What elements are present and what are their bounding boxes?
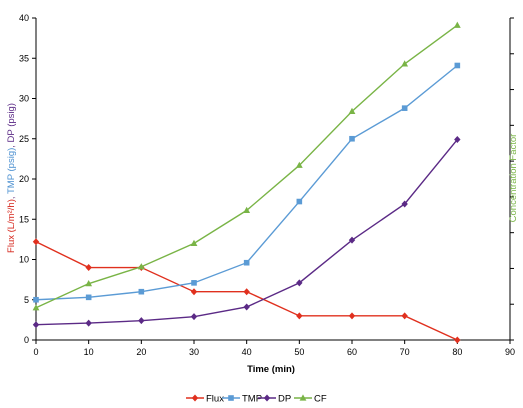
data-point-dp [401,200,408,208]
y-axis-title-part: Flux (L/m²/h) [6,199,17,253]
y-tick-label: 15 [19,214,29,224]
data-point-flux [32,238,40,246]
legend-item-flux: Flux [186,394,224,405]
series-dp-line [35,139,458,326]
x-tick-label: 30 [189,347,199,357]
data-point-flux [454,336,461,344]
series-flux [32,238,461,344]
data-point-tmp [296,198,303,205]
legend-item-tmp: TMP [222,394,262,405]
series-tmp [33,62,461,303]
axes: 0 5 10 15 20 25 30 35 40 0 10 20 30 40 50 60 70 80 90 [19,13,515,357]
data-point-dp [454,136,461,144]
x-tick-label: 0 [33,347,38,357]
data-point-flux [348,312,356,320]
legend-label: TMP [242,394,262,405]
y-tick-label: 40 [19,13,29,23]
data-point-flux [296,312,303,320]
legend-marker [228,395,234,401]
y-tick-label: 30 [19,94,29,104]
series-cf [32,21,461,311]
y-axis-title: Flux (L/m²/h), TMP (psig), DP (psig) [6,103,17,253]
y-tick-label: 5 [24,295,29,305]
legend-marker [299,394,307,401]
x-tick-label: 50 [294,347,304,357]
x-tick-label: 10 [84,347,94,357]
data-point-tmp [33,296,39,303]
y-tick-label: 10 [19,255,29,265]
data-point-tmp [454,62,461,69]
legend: Flux TMP DP CF [186,394,327,405]
x-axis-title: Time (min) [247,364,295,375]
y-axis-title-part: , [6,194,17,199]
legend-label: DP [278,394,291,405]
data-point-tmp [85,294,92,301]
data-point-cf [243,206,251,213]
legend-marker [263,394,271,402]
data-point-cf [295,161,303,168]
data-point-dp [348,236,356,244]
data-point-tmp [138,288,145,295]
data-point-cf [348,107,356,114]
data-point-cf [190,239,198,246]
legend-item-dp: DP [258,394,291,405]
x-tick-label: 80 [452,347,462,357]
data-point-dp [190,313,198,321]
series-dp [32,136,461,329]
x-tick-label: 60 [347,347,357,357]
data-point-cf [453,21,461,28]
x-tick-label: 70 [400,347,410,357]
data-point-dp [243,303,250,311]
series-layer [32,21,461,344]
data-point-tmp [349,135,355,142]
data-point-flux [85,264,92,272]
y-tick-label: 35 [19,53,29,63]
x-tick-label: 20 [136,347,146,357]
data-point-tmp [243,259,250,266]
y-axis-title-part: DP (psig) [6,103,17,142]
data-point-dp [296,279,303,287]
legend-label: CF [314,394,327,405]
data-point-flux [190,288,198,296]
data-point-cf [32,304,40,311]
data-point-cf [401,60,409,67]
y-tick-label: 25 [19,134,29,144]
data-point-dp [32,321,40,329]
y2-axis-title: Concentration Factor [508,134,519,223]
legend-label: Flux [206,394,224,405]
y-axis-title-part: TMP (psig) [6,148,17,194]
data-point-flux [243,288,250,296]
legend-item-cf: CF [294,394,327,405]
data-point-tmp [191,280,197,286]
data-point-cf [85,280,93,287]
data-point-cf [137,263,145,270]
y-axis-title-part: , [6,142,17,147]
y-tick-label: 20 [19,174,29,184]
x-tick-label: 40 [242,347,252,357]
x-tick-label: 90 [505,347,515,357]
y-tick-label: 0 [24,335,29,345]
data-point-dp [138,317,145,325]
data-point-dp [85,319,92,327]
legend-marker [191,394,199,402]
data-point-tmp [401,105,408,111]
data-point-flux [401,312,408,320]
